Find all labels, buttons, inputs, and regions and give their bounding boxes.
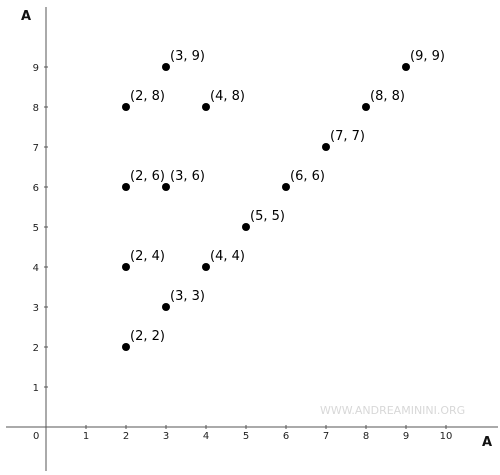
data-point-label: (6, 6) (290, 169, 325, 184)
x-tick-label: 3 (163, 431, 169, 442)
data-point-label: (8, 8) (370, 89, 405, 104)
y-tick-label: 2 (33, 343, 39, 354)
data-point (282, 183, 290, 191)
data-point (162, 63, 170, 71)
y-tick-label: 3 (33, 303, 39, 314)
data-point-label: (7, 7) (330, 129, 365, 144)
y-tick-label: 4 (33, 263, 39, 274)
x-tick-label: 2 (123, 431, 129, 442)
origin-label: 0 (33, 431, 39, 442)
y-tick-label: 7 (33, 143, 39, 154)
data-point (122, 183, 130, 191)
y-tick-label: 8 (33, 103, 39, 114)
x-tick-label: 10 (440, 431, 453, 442)
x-tick-label: 5 (243, 431, 249, 442)
data-point-label: (4, 8) (210, 89, 245, 104)
data-point (202, 103, 210, 111)
data-point (162, 183, 170, 191)
axes (6, 7, 498, 471)
watermark: WWW.ANDREAMININI.ORG (320, 404, 465, 417)
data-point (322, 143, 330, 151)
data-point-label: (2, 4) (130, 249, 165, 264)
data-point (122, 343, 130, 351)
x-axis-label: A (482, 435, 492, 450)
x-tick-label: 1 (83, 431, 89, 442)
data-point-label: (3, 3) (170, 289, 205, 304)
data-point-label: (4, 4) (210, 249, 245, 264)
x-tick-label: 8 (363, 431, 369, 442)
y-tick-label: 1 (33, 383, 39, 394)
ticks: 1 2 3 4 5 6 7 8 9 10 1 2 3 4 5 6 7 8 9 (33, 63, 453, 442)
data-point (202, 263, 210, 271)
y-tick-label: 6 (33, 183, 39, 194)
data-points: (2, 2) (3, 3) (2, 4) (4, 4) (5, 5) (2, 6) (3, … (122, 49, 445, 351)
data-point (162, 303, 170, 311)
x-tick-label: 9 (403, 431, 409, 442)
data-point-label: (2, 6) (130, 169, 165, 184)
x-tick-label: 7 (323, 431, 329, 442)
data-point (122, 103, 130, 111)
y-tick-label: 5 (33, 223, 39, 234)
data-point (242, 223, 250, 231)
data-point-label: (9, 9) (410, 49, 445, 64)
data-point (122, 263, 130, 271)
data-point-label: (2, 2) (130, 329, 165, 344)
data-point-label: (2, 8) (130, 89, 165, 104)
data-point-label: (3, 6) (170, 169, 205, 184)
x-tick-label: 4 (203, 431, 209, 442)
y-tick-label: 9 (33, 63, 39, 74)
data-point-label: (3, 9) (170, 49, 205, 64)
y-axis-label: A (21, 9, 31, 24)
data-point (402, 63, 410, 71)
x-tick-label: 6 (283, 431, 289, 442)
data-point (362, 103, 370, 111)
data-point-label: (5, 5) (250, 209, 285, 224)
